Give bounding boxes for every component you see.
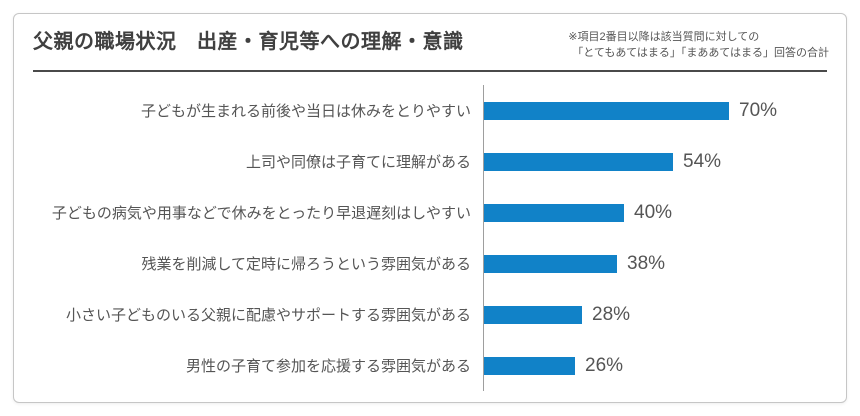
value-label: 54%: [683, 150, 722, 172]
chart-row: 男性の子育て参加を応援する雰囲気がある 26%: [14, 340, 846, 391]
category-label: 上司や同僚は子育てに理解がある: [245, 154, 471, 171]
plot-area: 38%: [483, 238, 846, 289]
header: 父親の職場状況 出産・育児等への理解・意識 ※項目2番目以降は該当質問に対しての…: [14, 14, 846, 59]
chart-row: 子どもの病気や用事などで休みをとったり早退遅刻はしやすい 40%: [14, 187, 846, 238]
chart-card: 父親の職場状況 出産・育児等への理解・意識 ※項目2番目以降は該当質問に対しての…: [13, 13, 847, 403]
category-label: 小さい子どものいる父親に配慮やサポートする雰囲気がある: [65, 307, 471, 324]
value-label: 70%: [739, 99, 778, 121]
category-label: 男性の子育て参加を応援する雰囲気がある: [185, 358, 471, 375]
chart-row: 小さい子どものいる父親に配慮やサポートする雰囲気がある 28%: [14, 289, 846, 340]
value-label: 38%: [627, 252, 666, 274]
bar: [484, 356, 575, 375]
plot-area: 26%: [483, 340, 846, 391]
category-label: 子どもが生まれる前後や当日は休みをとりやすい: [140, 103, 471, 120]
title-underline: [33, 70, 827, 72]
bar: [484, 101, 729, 120]
footnote-line-2: 「とてもあてはまる」「まああてはまる」回答の合計: [572, 46, 829, 59]
chart-row: 上司や同僚は子育てに理解がある 54%: [14, 136, 846, 187]
value-label: 26%: [585, 354, 624, 376]
bar: [484, 254, 617, 273]
plot-area: 70%: [483, 85, 846, 136]
chart-row: 残業を削減して定時に帰ろうという雰囲気がある 38%: [14, 238, 846, 289]
chart-row: 子どもが生まれる前後や当日は休みをとりやすい 70%: [14, 85, 846, 136]
chart-title: 父親の職場状況 出産・育児等への理解・意識: [33, 31, 464, 53]
footnote-line-1: ※項目2番目以降は該当質問に対しての: [568, 31, 760, 43]
bar-chart: 子どもが生まれる前後や当日は休みをとりやすい 70% 上司や同僚は子育てに理解が…: [14, 85, 846, 391]
plot-area: 54%: [483, 136, 846, 187]
category-label: 残業を削減して定時に帰ろうという雰囲気がある: [141, 256, 471, 273]
bar: [484, 305, 582, 324]
footnote: ※項目2番目以降は該当質問に対しての 「とてもあてはまる」「まああてはまる」回答…: [568, 29, 829, 62]
value-label: 40%: [634, 201, 673, 223]
value-label: 28%: [592, 303, 631, 325]
plot-area: 28%: [483, 289, 846, 340]
category-label: 子どもの病気や用事などで休みをとったり早退遅刻はしやすい: [51, 205, 471, 222]
plot-area: 40%: [483, 187, 846, 238]
bar: [484, 203, 624, 222]
bar: [484, 152, 673, 171]
